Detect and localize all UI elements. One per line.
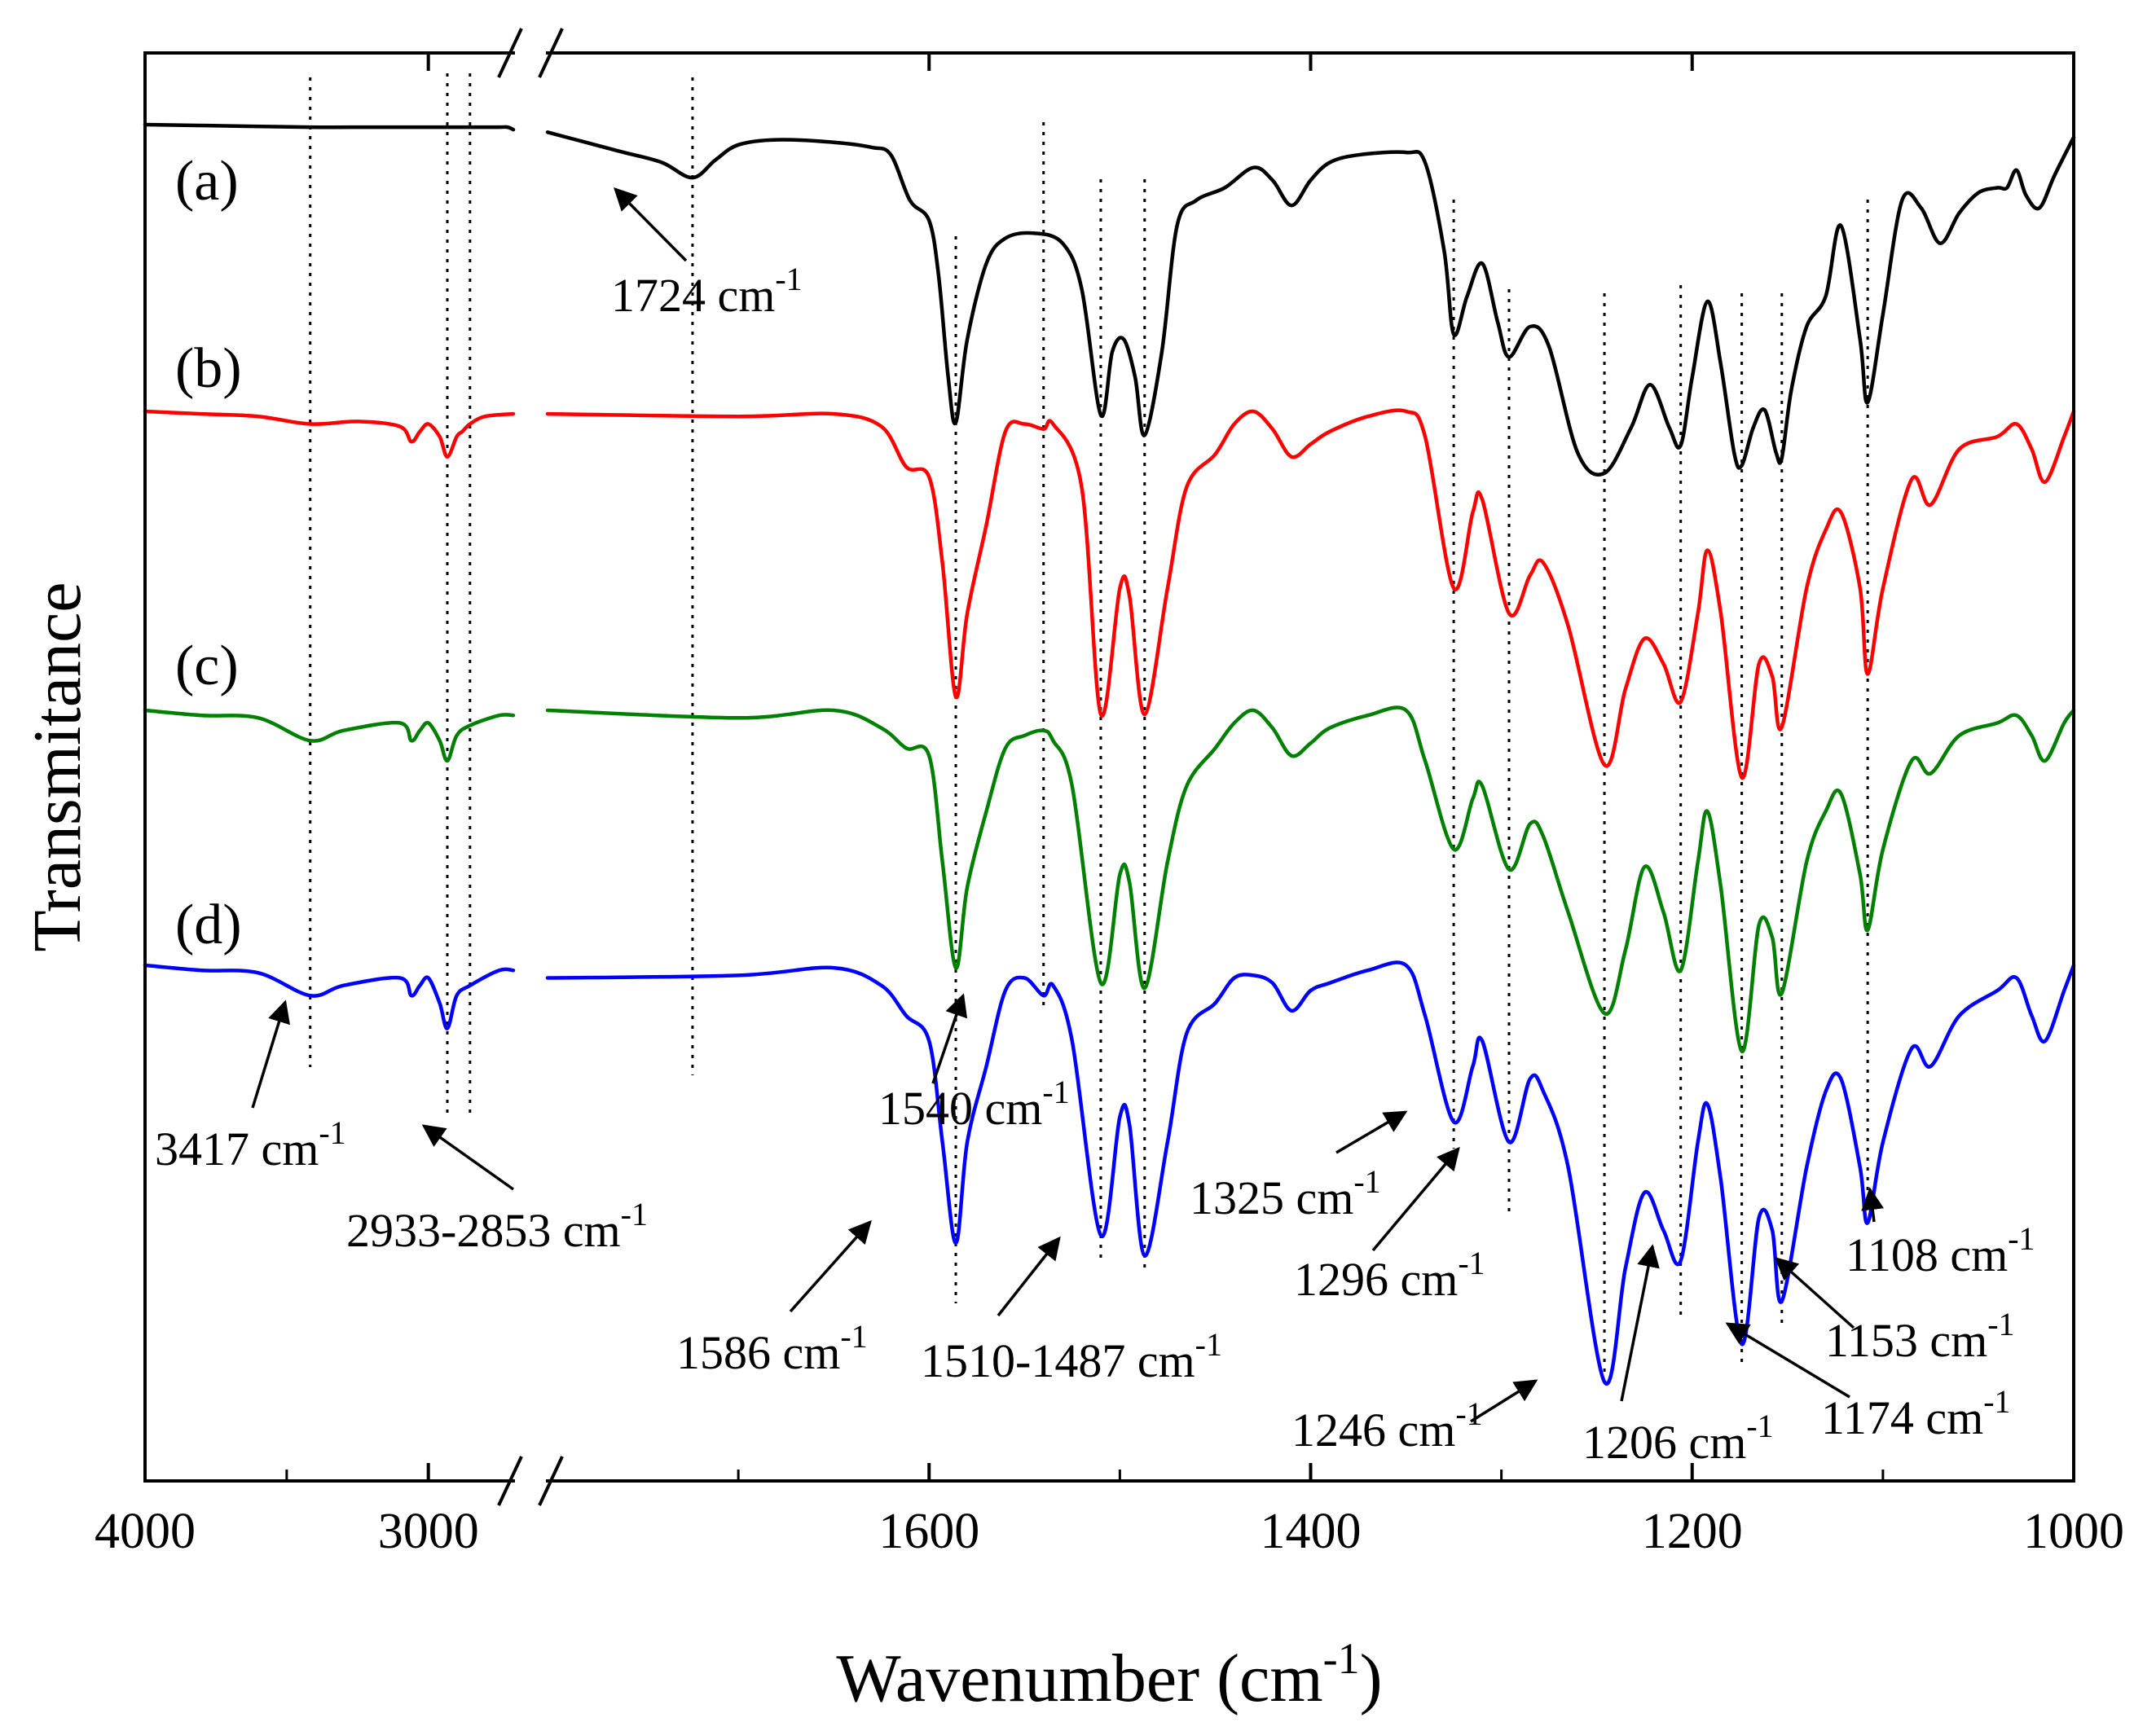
annotation-1153: 1153 cm-1 — [1774, 1257, 2015, 1367]
annotation-label-1296: 1296 cm-1 — [1294, 1245, 1485, 1306]
annotation-label-1108: 1108 cm-1 — [1846, 1220, 2035, 1281]
series-label-c: (c) — [175, 635, 239, 697]
annotation-1108: 1108 cm-1 — [1846, 1187, 2035, 1281]
annotation-arrow-2933-2853 — [421, 1124, 515, 1191]
spectrum-a-right — [545, 130, 2076, 477]
annotation-arrow-1540 — [931, 993, 968, 1084]
annotation-label-1510-1487: 1510-1487 cm-1 — [921, 1326, 1222, 1387]
annotation-label-1540: 1540 cm-1 — [878, 1074, 1070, 1135]
annotation-label-3417: 3417 cm-1 — [155, 1114, 346, 1175]
series-labels: (a) (b) (c) (d) — [175, 150, 242, 956]
plot-frame — [143, 28, 2075, 1506]
annotation-label-2933-2853: 2933-2853 cm-1 — [346, 1196, 648, 1257]
annotation-1246: 1246 cm-1 — [1291, 1379, 1538, 1456]
annotation-1586: 1586 cm-1 — [676, 1219, 872, 1379]
annotation-1296: 1296 cm-1 — [1294, 1146, 1485, 1306]
plot-border — [143, 51, 2075, 1483]
x-tick-label-1400: 1400 — [1261, 1504, 1362, 1559]
x-axis-title-main: Wavenumber (cm — [836, 1641, 1322, 1716]
series-label-d: (d) — [175, 894, 242, 956]
annotation-label-1586: 1586 cm-1 — [676, 1318, 868, 1379]
annotation-arrow-1246 — [1470, 1379, 1538, 1423]
annotation-arrow-1586 — [789, 1219, 872, 1313]
annotation-arrow-1325 — [1335, 1110, 1408, 1154]
axes: 4000 3000 1600 1400 1200 1000 Wavenumber (cm-1… — [20, 53, 2124, 1716]
axis-break-mark — [497, 1456, 523, 1506]
annotation-arrow-1724 — [614, 187, 688, 262]
annotation-arrow-1510-1487 — [997, 1236, 1061, 1317]
annotation-2933-2853: 2933-2853 cm-1 — [346, 1124, 648, 1257]
spectrum-b-left — [143, 409, 516, 459]
series-label-a: (a) — [175, 150, 239, 213]
spectrum-c-right — [545, 705, 2076, 1053]
annotation-arrow-1206 — [1620, 1244, 1660, 1402]
x-axis-title-exp: -1 — [1323, 1634, 1360, 1683]
spectrum-c-left — [143, 708, 516, 763]
annotation-label-1206: 1206 cm-1 — [1582, 1408, 1774, 1469]
annotation-arrow-3417 — [251, 999, 290, 1109]
axis-break-mark — [538, 28, 564, 78]
annotation-1510-1487: 1510-1487 cm-1 — [921, 1236, 1222, 1387]
annotation-1174: 1174 cm-1 — [1725, 1322, 2011, 1444]
annotation-1724: 1724 cm-1 — [611, 187, 803, 322]
axis-break-gap-bottom — [515, 1474, 546, 1487]
annotation-arrow-1108 — [1861, 1187, 1885, 1223]
y-axis-title: Transmitance — [20, 582, 95, 951]
spectra — [143, 122, 2076, 1386]
x-tick-label-1600: 1600 — [878, 1504, 979, 1559]
annotation-label-1246: 1246 cm-1 — [1291, 1395, 1483, 1456]
annotation-label-1153: 1153 cm-1 — [1825, 1306, 2015, 1367]
spectrum-d-left — [143, 963, 516, 1030]
annotation-1325: 1325 cm-1 — [1190, 1110, 1408, 1224]
spectrum-d-right — [545, 960, 2076, 1386]
spectrum-a-left — [143, 122, 516, 132]
annotation-label-1724: 1724 cm-1 — [611, 261, 803, 322]
x-axis-title-close: ) — [1360, 1641, 1383, 1716]
axis-break-mark — [497, 28, 523, 78]
annotation-1206: 1206 cm-1 — [1582, 1244, 1774, 1469]
annotation-arrow-1174 — [1725, 1322, 1850, 1399]
x-tick-label-3000: 3000 — [378, 1504, 479, 1559]
annotation-3417: 3417 cm-1 — [155, 999, 346, 1175]
annotation-arrow-1296 — [1371, 1146, 1460, 1252]
x-tick-label-1000: 1000 — [2023, 1504, 2124, 1559]
annotation-label-1174: 1174 cm-1 — [1821, 1383, 2011, 1444]
annotation-1540: 1540 cm-1 — [878, 993, 1070, 1135]
x-axis-title: Wavenumber (cm-1) — [836, 1634, 1382, 1716]
x-tick-label-1200: 1200 — [1642, 1504, 1743, 1559]
annotation-label-1325: 1325 cm-1 — [1190, 1163, 1381, 1224]
x-tick-label-4000: 4000 — [95, 1504, 196, 1559]
annotation-arrow-1153 — [1774, 1257, 1855, 1329]
axis-break-gap-top — [515, 46, 546, 59]
series-label-b: (b) — [175, 337, 242, 400]
spectrum-b-right — [545, 408, 2076, 780]
axis-break-mark — [538, 1456, 564, 1506]
